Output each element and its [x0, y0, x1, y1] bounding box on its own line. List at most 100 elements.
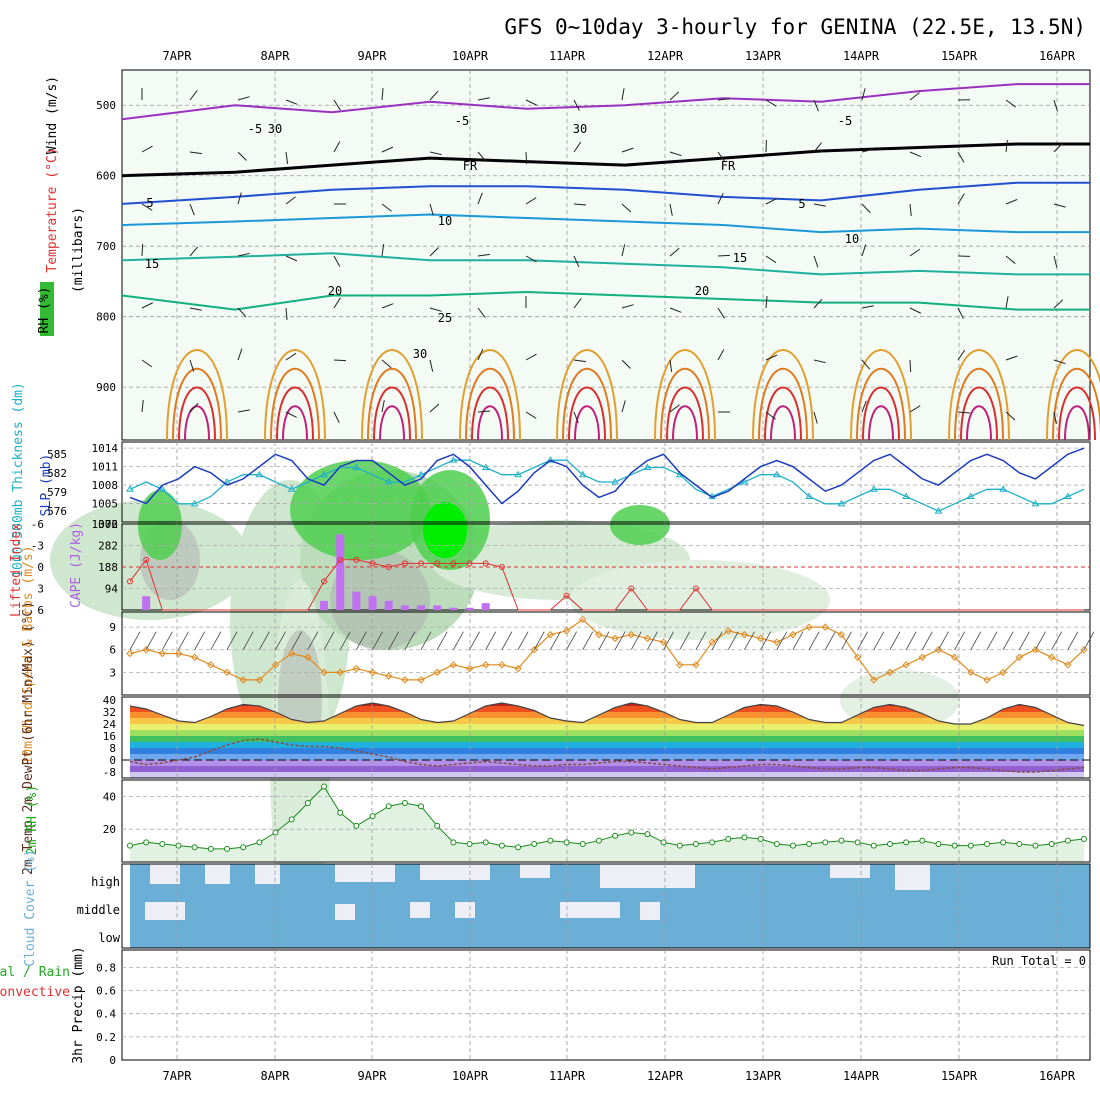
wind-barb-35	[695, 631, 707, 650]
wind-marker-43	[821, 623, 829, 631]
profile-barb	[717, 98, 730, 101]
wind-marker-9	[271, 661, 280, 669]
rh-legend-box	[40, 282, 54, 336]
wind10m-axis-label: 10m Wind Speed & Barbs (m/s)	[21, 545, 36, 764]
thickness-axis-label: 1000-500mb Thickness (dm)	[11, 382, 26, 578]
profile-barb	[765, 198, 777, 205]
rh-marker-48	[903, 839, 910, 846]
wind-barb-56	[1035, 631, 1046, 650]
wind-marker-33	[659, 638, 668, 646]
cape-bar-12	[320, 600, 329, 610]
wind-marker-41	[789, 630, 797, 639]
profile-barb	[381, 146, 394, 153]
bottom-date-10APR: 10APR	[452, 1069, 489, 1083]
wind-marker-12	[320, 668, 328, 677]
rh-marker-27	[563, 839, 570, 846]
profile-barb	[1053, 143, 1063, 153]
profile-barb	[573, 359, 586, 363]
profile-barb	[669, 91, 680, 101]
rh-marker-45	[854, 839, 861, 846]
wind-barb-42	[808, 631, 820, 650]
profile-barb	[429, 359, 434, 372]
profile-barb	[909, 151, 922, 158]
thickness-marker-18	[417, 470, 425, 478]
profile-barb	[861, 305, 874, 309]
wind-marker-52	[967, 668, 975, 677]
rh-area	[130, 786, 1084, 862]
profile-barb	[141, 145, 153, 153]
profile-barb	[237, 409, 250, 413]
rh-bright-green	[423, 502, 467, 558]
rh-marker-37	[725, 836, 732, 843]
thickness-marker-38	[740, 478, 749, 485]
wind-barb-20	[453, 631, 464, 650]
warm-loop-7-3	[868, 405, 894, 441]
thickness-tick-576: 576	[47, 505, 67, 518]
wind-marker-50	[934, 646, 943, 654]
precip-tick-0.8: 0.8	[96, 961, 116, 974]
rh-marker-22	[482, 839, 489, 846]
profile-barb	[765, 255, 777, 264]
warm-loop-1-1	[270, 367, 320, 441]
isotherm-label-0: -5	[248, 122, 262, 136]
wind-marker-29	[595, 630, 603, 639]
thickness-marker-2	[158, 485, 167, 492]
li-marker-31	[628, 585, 635, 592]
rh-marker-29	[595, 837, 602, 844]
thickness-marker-24	[514, 470, 522, 478]
temp-tick--8: -8	[103, 766, 116, 779]
rh-marker-16	[385, 803, 392, 810]
isotherm-label-16: 30	[573, 122, 587, 136]
warm-loop-0-0	[166, 349, 228, 441]
temp-line	[129, 702, 1085, 727]
profile-barb	[333, 99, 341, 111]
profile-barb	[573, 298, 582, 309]
cloud-level-high: high	[91, 875, 120, 889]
wind-barb-28	[582, 631, 594, 650]
wind-barb-1	[145, 631, 157, 650]
profile-panel: 500 600 700 800 900 -5 FR FR -5 -5 5 5 10 10 15 15 20 20 2…	[50, 69, 1100, 940]
profile-barb	[381, 400, 385, 413]
warm-loop-2-1	[367, 367, 417, 441]
profile-barb	[765, 296, 768, 309]
wind-marker-19	[433, 668, 441, 677]
thickness-marker-22	[481, 463, 490, 470]
bottom-date-11APR: 11APR	[549, 1069, 586, 1083]
rh-shade-0	[50, 500, 250, 620]
li-marker-13	[337, 556, 344, 563]
rh-tick-40: 40	[103, 790, 116, 803]
profile-barb	[621, 244, 626, 257]
thickness-marker-56	[1031, 499, 1040, 507]
precip-axis-label: 3hr Precip (mm)	[71, 946, 86, 1063]
wind-marker-3	[174, 649, 183, 658]
bottom-date-14APR: 14APR	[843, 1069, 880, 1083]
warm-loop-1-0	[264, 349, 326, 441]
profile-barb	[813, 298, 823, 309]
top-date-16APR: 16APR	[1039, 49, 1076, 63]
rh-marker-44	[838, 837, 845, 844]
thickness-marker-44	[837, 499, 846, 507]
slp-tick-1014: 1014	[92, 442, 119, 455]
profile-barb	[813, 203, 826, 207]
slp-tick-1008: 1008	[92, 479, 119, 492]
rh-marker-25	[531, 840, 538, 847]
thickness-marker-12	[320, 470, 328, 478]
wind-marker-2	[158, 649, 167, 658]
wind-barb-12	[323, 631, 335, 650]
isotherm-label-10: 15	[733, 251, 747, 265]
thickness-marker-40	[772, 470, 781, 478]
cape-bar-17	[400, 605, 409, 610]
wind-marker-51	[950, 653, 959, 661]
wind-marker-8	[255, 676, 264, 684]
warm-loop-1-2	[276, 386, 314, 441]
thickness-marker-8	[255, 470, 264, 478]
profile-barb	[717, 307, 725, 319]
rh-marker-21	[466, 840, 473, 847]
li-marker-20	[450, 560, 457, 567]
thickness-marker-46	[869, 485, 878, 492]
bottom-date-12APR: 12APR	[647, 1069, 684, 1083]
panel-axis-labels: Wind (m/s)Temperature (°C) RH (%) (milliba…	[0, 76, 86, 1064]
thickness-marker-0	[126, 485, 134, 492]
rh-marker-20	[450, 839, 457, 846]
profile-barb	[861, 359, 871, 370]
